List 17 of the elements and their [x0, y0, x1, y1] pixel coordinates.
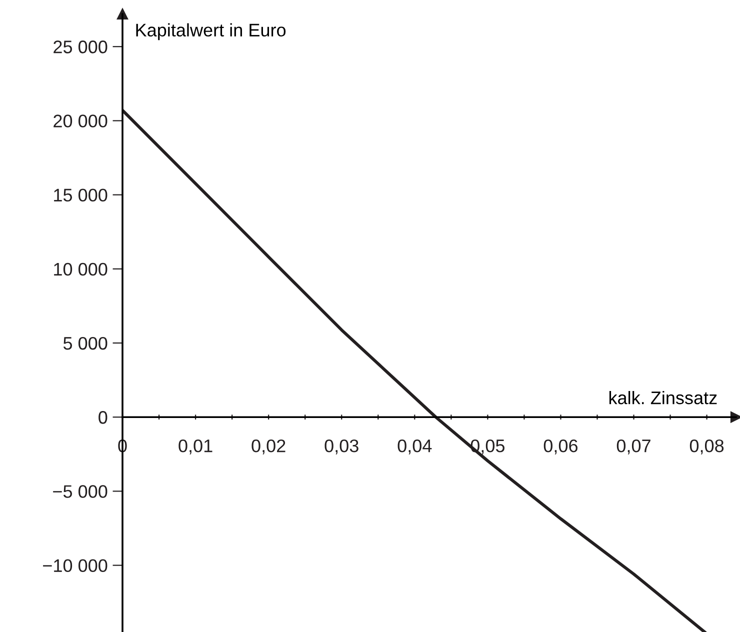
y-tick-label: 20 000: [54, 114, 108, 128]
x-tick-label: 0,06: [544, 439, 578, 454]
y-tick-label: 25 000: [54, 40, 108, 54]
x-tick-label: 0,04: [398, 439, 432, 454]
y-tick-label: 0: [98, 411, 108, 424]
y-tick-label: 15 000: [54, 188, 108, 202]
y-tick-label: −10 000: [43, 559, 108, 572]
x-tick-label: 0,02: [252, 439, 286, 454]
y-tick-label: 10 000: [54, 262, 108, 276]
x-tick-label: 0,08: [690, 439, 724, 454]
x-tick-label: 0,03: [324, 439, 358, 454]
y-axis-title: Kapitalwert in Euro: [136, 23, 286, 40]
x-axis-title: kalk. Zinssatz: [609, 391, 717, 404]
y-tick-label: 5 000: [63, 336, 108, 350]
y-tick-label: −5 000: [53, 485, 108, 498]
x-tick-label: 0,01: [178, 439, 212, 454]
x-tick-label: 0,07: [616, 439, 650, 454]
